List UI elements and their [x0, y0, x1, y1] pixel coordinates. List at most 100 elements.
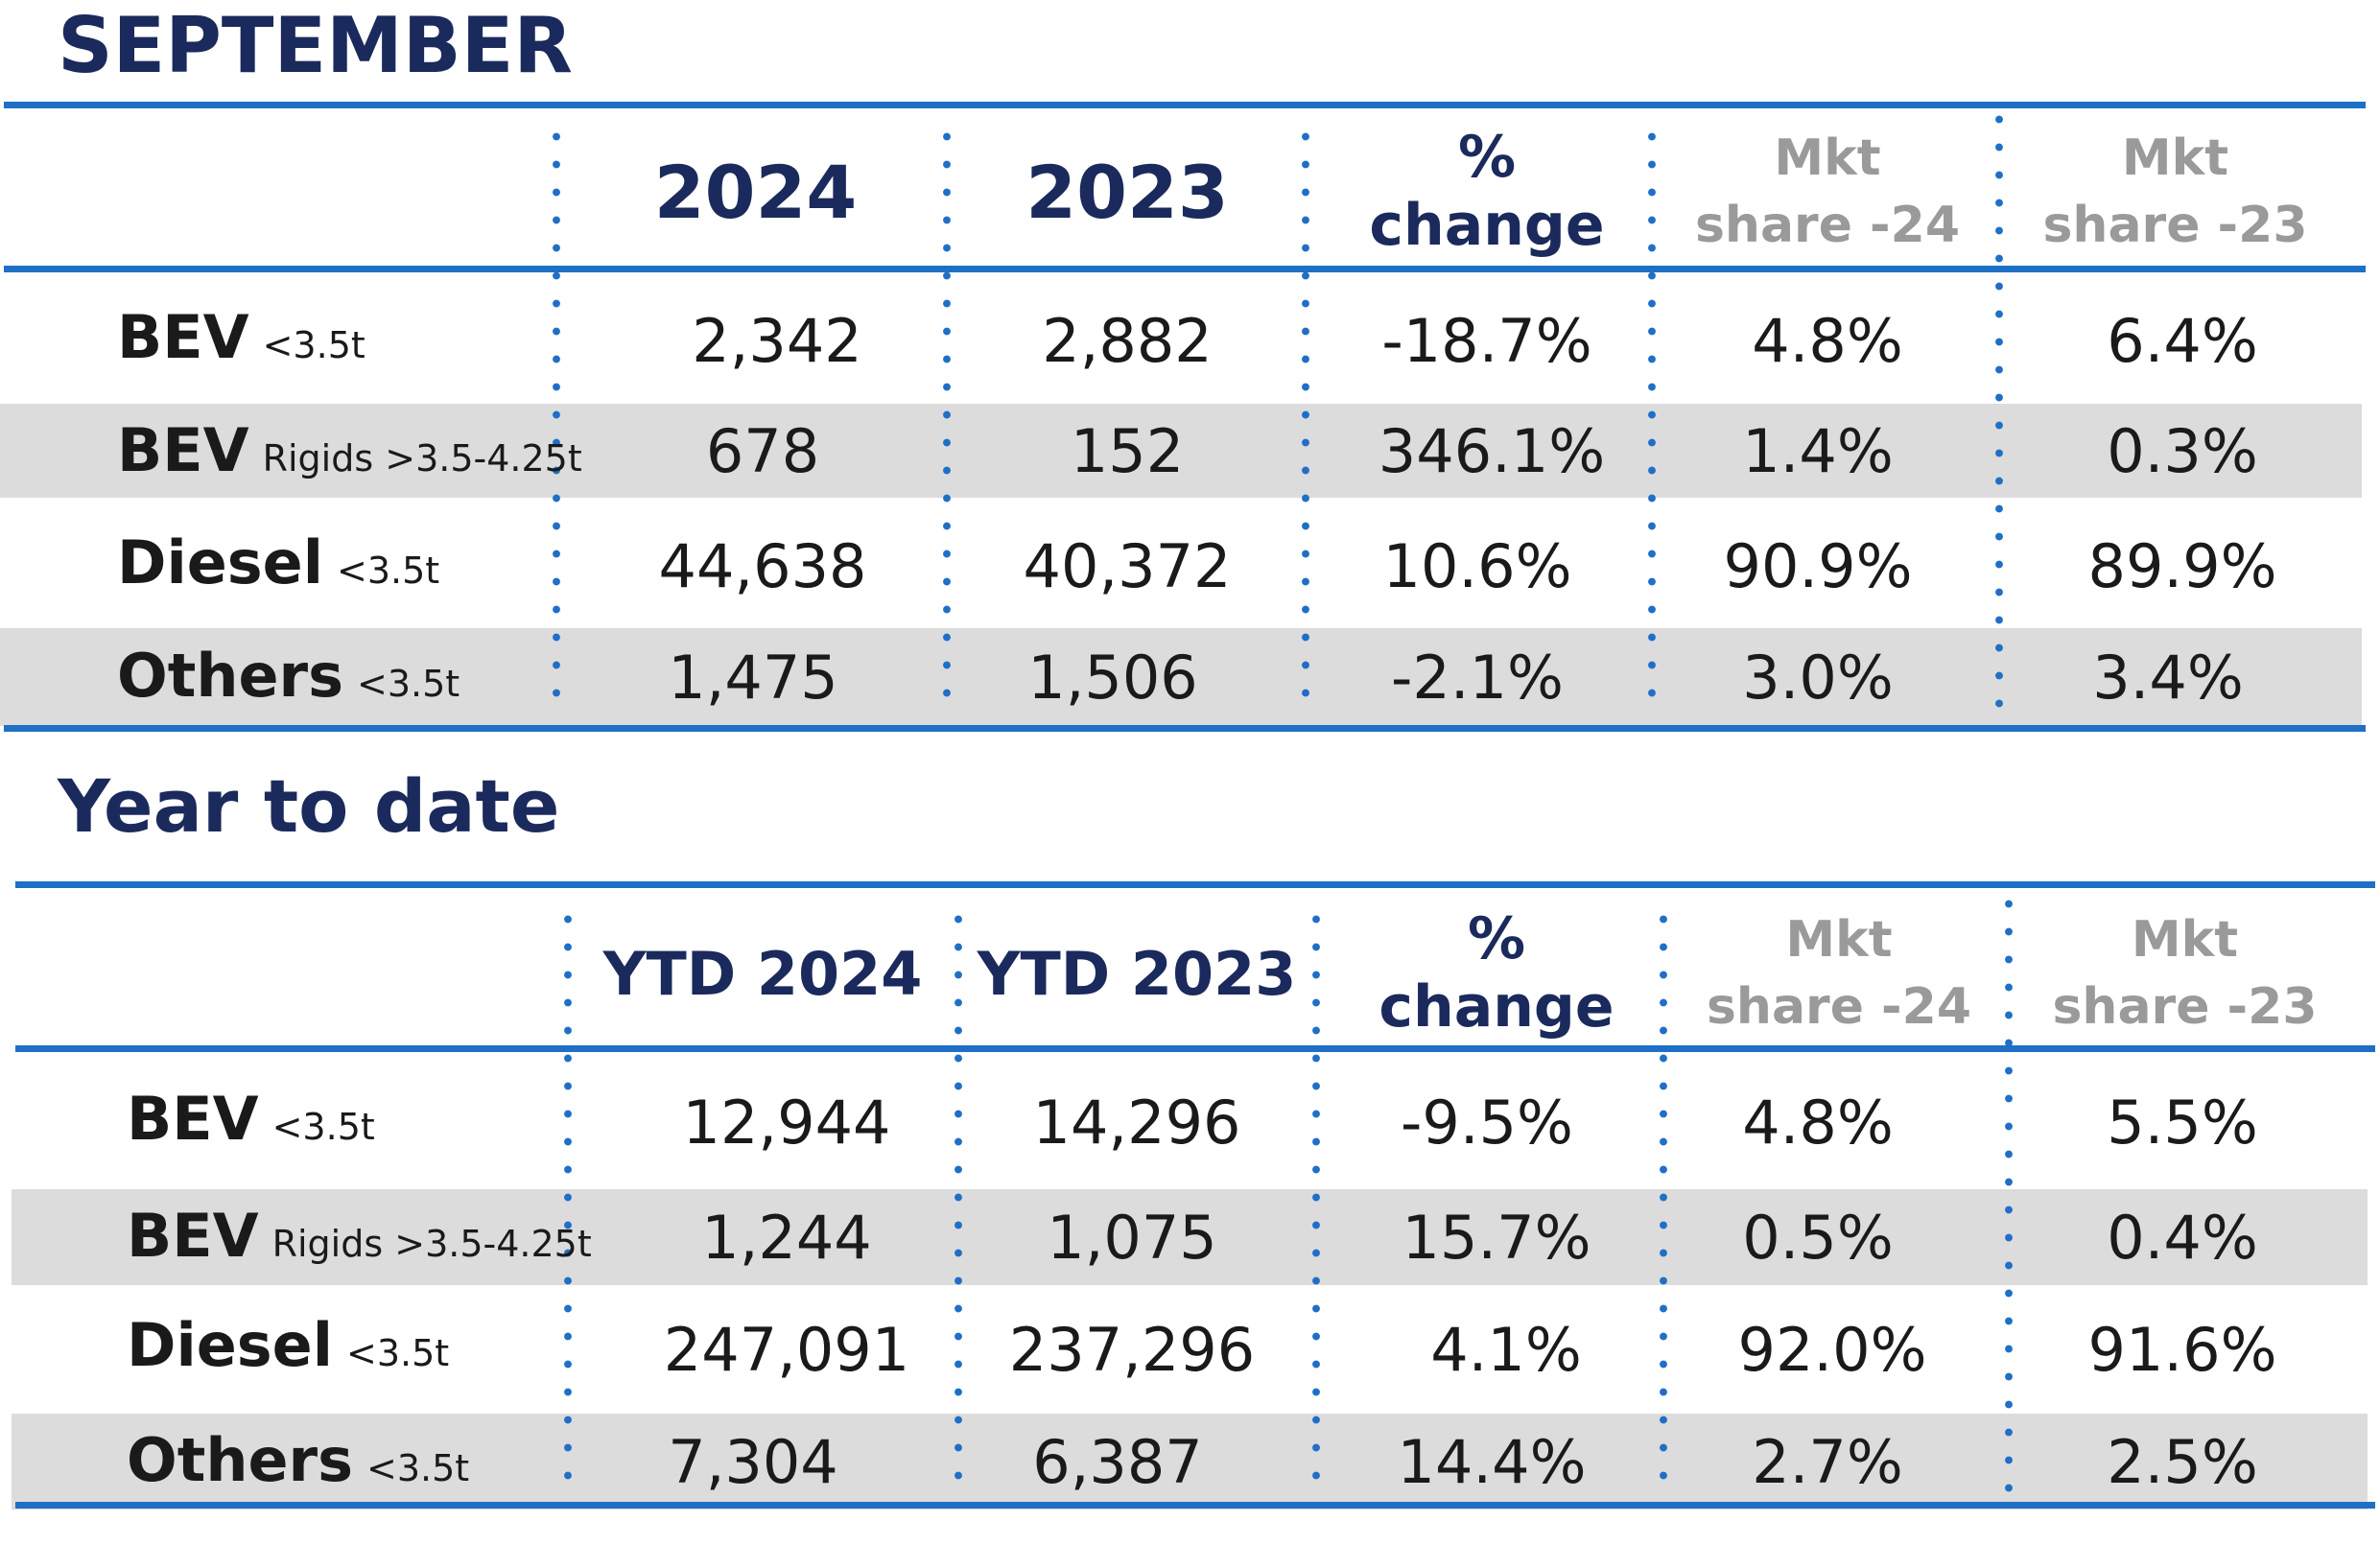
value-mkt-share-24: 0.5%: [1742, 1202, 1894, 1273]
row-label-main: BEV: [127, 1201, 259, 1271]
value-ytd-2023: 6,387: [1032, 1426, 1203, 1497]
header-2023: 2023: [1025, 149, 1229, 235]
header-mkt-line1: Mkt: [1785, 910, 1893, 969]
value-pct-change: -18.7%: [1381, 305, 1592, 376]
row-label: BEV <3.5t: [117, 302, 365, 372]
value-pct-change: 4.1%: [1430, 1314, 1582, 1385]
ytd-title: Year to date: [58, 763, 560, 849]
row-label: Others <3.5t: [117, 641, 460, 711]
ytd-header-rule: [15, 1045, 2375, 1052]
value-2024: 1,475: [668, 642, 838, 713]
value-mkt-share-24: 2.7%: [1752, 1426, 1903, 1497]
value-pct-change: -9.5%: [1401, 1087, 1573, 1158]
value-ytd-2023: 1,075: [1047, 1202, 1217, 1273]
september-bottom-rule: [4, 725, 2366, 732]
value-ytd-2023: 14,296: [1032, 1087, 1241, 1158]
value-2023: 40,372: [1023, 530, 1232, 601]
header-mkt-share-24: Mkt share -24: [1660, 120, 1995, 264]
row-label-main: BEV: [117, 415, 249, 485]
row-label-main: Diesel: [117, 527, 323, 597]
row-label-main: BEV: [117, 302, 249, 372]
value-mkt-share-24: 3.0%: [1742, 642, 1894, 713]
value-pct-change: -2.1%: [1391, 642, 1564, 713]
header-ytd-2023: YTD 2023: [977, 938, 1297, 1009]
value-ytd-2023: 237,296: [1008, 1314, 1256, 1385]
header-mkt-line1: Mkt: [2121, 129, 2229, 187]
ytd-column-divider: [2005, 890, 2013, 1498]
row-label-sub: <3.5t: [366, 1447, 470, 1489]
september-header-rule: [4, 266, 2366, 272]
value-mkt-share-24: 90.9%: [1723, 530, 1913, 601]
header-mkt-line1: Mkt: [2131, 910, 2239, 969]
value-2023: 152: [1070, 415, 1185, 486]
header-pct-symbol: %: [1467, 905, 1526, 973]
header-pct-word: change: [1379, 973, 1614, 1041]
september-column-divider: [943, 123, 951, 710]
ytd-row-band: [12, 1414, 2368, 1510]
value-mkt-share-23: 6.4%: [2107, 305, 2258, 376]
september-row-band: [0, 628, 2362, 726]
row-label-sub: <3.5t: [345, 1332, 450, 1374]
september-column-divider: [1302, 123, 1309, 710]
header-pct-change: % change: [1324, 115, 1650, 269]
value-pct-change: 14.4%: [1397, 1426, 1587, 1497]
row-label-main: Diesel: [127, 1310, 333, 1380]
value-pct-change: 10.6%: [1382, 530, 1572, 601]
row-label-main: Others: [117, 641, 344, 711]
september-title: SEPTEMBER: [58, 1, 573, 90]
ytd-bottom-rule: [15, 1502, 2375, 1509]
row-label-sub: <3.5t: [357, 663, 460, 705]
value-mkt-share-23: 5.5%: [2107, 1087, 2258, 1158]
value-2024: 678: [705, 415, 820, 486]
value-2024: 2,342: [692, 305, 862, 376]
value-mkt-share-23: 2.5%: [2107, 1426, 2258, 1497]
header-mkt-share-24: Mkt share -24: [1671, 901, 2007, 1045]
row-label: Others <3.5t: [127, 1425, 469, 1495]
row-label: BEV Rigids >3.5-4.25t: [127, 1201, 592, 1271]
september-column-divider: [1995, 105, 2003, 719]
row-label: Diesel <3.5t: [117, 527, 439, 597]
row-label: Diesel <3.5t: [127, 1310, 449, 1380]
value-mkt-share-23: 89.9%: [2087, 530, 2277, 601]
september-column-divider: [1648, 123, 1656, 710]
header-ytd-2024: YTD 2024: [602, 938, 923, 1009]
ytd-column-divider: [1312, 905, 1320, 1490]
header-mkt-share-23: Mkt share -23: [2015, 901, 2355, 1045]
ytd-column-divider: [1660, 905, 1667, 1490]
ytd-row-band: [12, 1189, 2368, 1285]
september-row-band: [0, 404, 2362, 498]
value-2023: 2,882: [1042, 305, 1213, 376]
value-mkt-share-23: 0.3%: [2107, 415, 2258, 486]
header-pct-word: change: [1369, 192, 1605, 259]
value-2023: 1,506: [1027, 642, 1198, 713]
header-pct-symbol: %: [1457, 124, 1517, 192]
header-mkt-line2: share -24: [1694, 197, 1961, 254]
ytd-column-divider: [954, 905, 962, 1490]
value-mkt-share-24: 92.0%: [1737, 1314, 1927, 1385]
value-mkt-share-24: 4.8%: [1752, 305, 1903, 376]
value-mkt-share-24: 4.8%: [1742, 1087, 1894, 1158]
ytd-column-divider: [564, 905, 572, 1490]
value-pct-change: 346.1%: [1378, 415, 1606, 486]
row-label-sub: Rigids >3.5-4.25t: [262, 437, 582, 480]
row-label-main: Others: [127, 1425, 354, 1495]
ytd-top-rule: [15, 881, 2375, 888]
header-pct-change: % change: [1333, 897, 1660, 1050]
value-2024: 44,638: [658, 530, 867, 601]
value-ytd-2024: 7,304: [668, 1426, 838, 1497]
row-label-main: BEV: [127, 1084, 259, 1154]
row-label: BEV <3.5t: [127, 1084, 375, 1154]
september-column-divider: [553, 123, 560, 710]
row-label-sub: <3.5t: [262, 324, 365, 366]
header-mkt-line2: share -24: [1706, 978, 1972, 1036]
row-label-sub: <3.5t: [271, 1106, 375, 1148]
value-ytd-2024: 247,091: [663, 1314, 910, 1385]
value-ytd-2024: 12,944: [682, 1087, 891, 1158]
header-2024: 2024: [653, 149, 858, 235]
value-mkt-share-23: 91.6%: [2087, 1314, 2277, 1385]
header-mkt-line2: share -23: [2042, 197, 2308, 254]
value-pct-change: 15.7%: [1402, 1202, 1591, 1273]
header-mkt-share-23: Mkt share -23: [2005, 120, 2345, 264]
september-top-rule: [4, 102, 2366, 108]
header-mkt-line2: share -23: [2052, 978, 2318, 1036]
